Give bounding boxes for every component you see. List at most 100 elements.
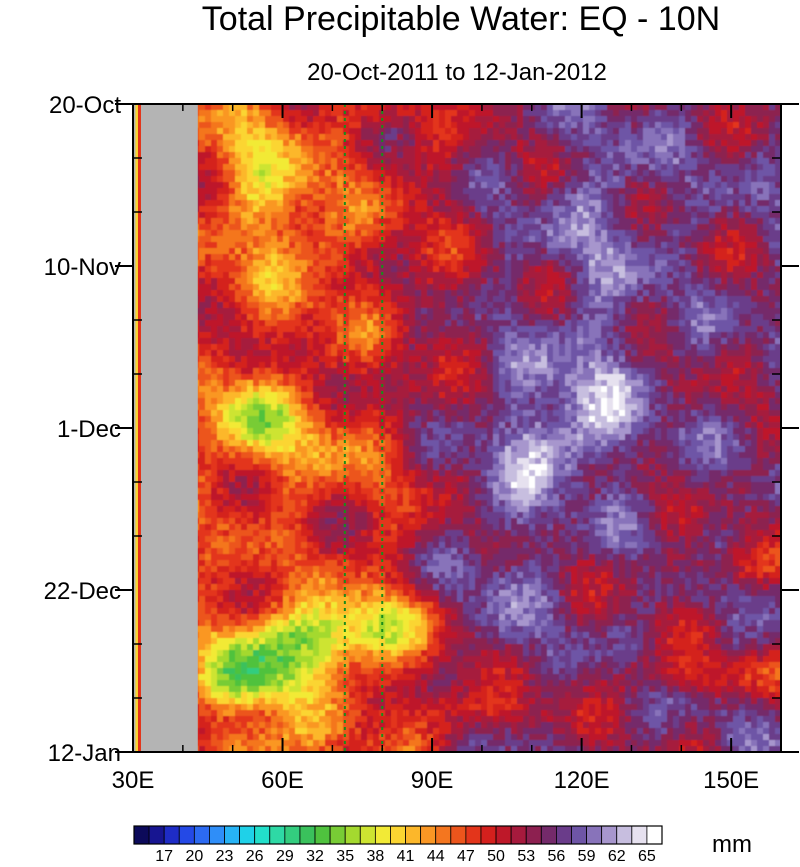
heatmap-cell: [559, 200, 566, 207]
heatmap-cell: [319, 272, 326, 279]
heatmap-cell: [421, 308, 428, 315]
heatmap-cell: [679, 242, 686, 249]
heatmap-cell: [397, 284, 404, 291]
heatmap-cell: [283, 380, 290, 387]
heatmap-cell: [463, 140, 470, 147]
heatmap-cell: [385, 248, 392, 255]
heatmap-cell: [613, 344, 620, 351]
heatmap-cell: [739, 134, 746, 141]
heatmap-cell: [445, 218, 452, 225]
heatmap-cell: [475, 158, 482, 165]
heatmap-cell: [643, 134, 650, 141]
heatmap-cell: [451, 140, 458, 147]
heatmap-cell: [643, 332, 650, 339]
heatmap-cell: [523, 194, 530, 201]
heatmap-cell: [667, 230, 674, 237]
heatmap-cell: [205, 344, 212, 351]
heatmap-cell: [415, 164, 422, 171]
heatmap-cell: [463, 152, 470, 159]
heatmap-cell: [433, 206, 440, 213]
heatmap-cell: [331, 146, 338, 153]
heatmap-cell: [421, 356, 428, 363]
heatmap-cell: [421, 296, 428, 303]
heatmap-cell: [559, 176, 566, 183]
heatmap-cell: [589, 362, 596, 369]
heatmap-cell: [289, 326, 296, 333]
heatmap-cell: [265, 248, 272, 255]
heatmap-cell: [427, 266, 434, 273]
heatmap-cell: [769, 236, 776, 243]
heatmap-cell: [559, 104, 566, 111]
heatmap-cell: [499, 182, 506, 189]
heatmap-cell: [769, 194, 776, 201]
heatmap-cell: [439, 308, 446, 315]
heatmap-cell: [361, 356, 368, 363]
heatmap-cell: [211, 314, 218, 321]
heatmap-cell: [451, 308, 458, 315]
heatmap-cell: [253, 194, 260, 201]
heatmap-cell: [637, 146, 644, 153]
heatmap-cell: [373, 242, 380, 249]
heatmap-cell: [361, 146, 368, 153]
heatmap-cell: [373, 362, 380, 369]
heatmap-cell: [769, 176, 776, 183]
heatmap-cell: [361, 368, 368, 375]
heatmap-cell: [391, 302, 398, 309]
heatmap-cell: [445, 326, 452, 333]
heatmap-cell: [661, 224, 668, 231]
heatmap-cell: [499, 284, 506, 291]
heatmap-cell: [205, 140, 212, 147]
heatmap-cell: [661, 134, 668, 141]
heatmap-cell: [469, 284, 476, 291]
heatmap-cell: [331, 116, 338, 123]
heatmap-cell: [433, 242, 440, 249]
heatmap-cell: [499, 326, 506, 333]
heatmap-cell: [721, 128, 728, 135]
heatmap-cell: [601, 146, 608, 153]
heatmap-cell: [721, 236, 728, 243]
heatmap-cell: [223, 140, 230, 147]
heatmap-cell: [277, 296, 284, 303]
heatmap-cell: [547, 188, 554, 195]
heatmap-cell: [373, 134, 380, 141]
heatmap-cell: [601, 188, 608, 195]
heatmap-cell: [355, 152, 362, 159]
heatmap-cell: [739, 140, 746, 147]
heatmap-cell: [727, 146, 734, 153]
heatmap-cell: [385, 212, 392, 219]
heatmap-cell: [463, 296, 470, 303]
heatmap-cell: [235, 374, 242, 381]
heatmap-cell: [469, 188, 476, 195]
heatmap-cell: [571, 290, 578, 297]
heatmap-cell: [325, 110, 332, 117]
heatmap-cell: [499, 236, 506, 243]
heatmap-cell: [361, 338, 368, 345]
heatmap-cell: [199, 152, 206, 159]
heatmap-cell: [763, 254, 770, 261]
heatmap-cell: [547, 302, 554, 309]
heatmap-cell: [349, 302, 356, 309]
heatmap-cell: [343, 284, 350, 291]
heatmap-cell: [307, 170, 314, 177]
heatmap-cell: [577, 356, 584, 363]
heatmap-cell: [211, 308, 218, 315]
heatmap-cell: [601, 368, 608, 375]
heatmap-cell: [535, 122, 542, 129]
heatmap-cell: [361, 350, 368, 357]
heatmap-cell: [373, 176, 380, 183]
heatmap-cell: [775, 116, 781, 123]
heatmap-cell: [493, 344, 500, 351]
heatmap-cell: [391, 206, 398, 213]
heatmap-cell: [589, 170, 596, 177]
heatmap-cell: [217, 320, 224, 327]
heatmap-cell: [643, 314, 650, 321]
heatmap-cell: [271, 164, 278, 171]
heatmap-cell: [223, 272, 230, 279]
heatmap-cell: [481, 134, 488, 141]
heatmap-cell: [259, 374, 266, 381]
heatmap-cell: [271, 332, 278, 339]
heatmap-cell: [271, 326, 278, 333]
heatmap-cell: [715, 314, 722, 321]
heatmap-cell: [325, 242, 332, 249]
heatmap-cell: [631, 230, 638, 237]
